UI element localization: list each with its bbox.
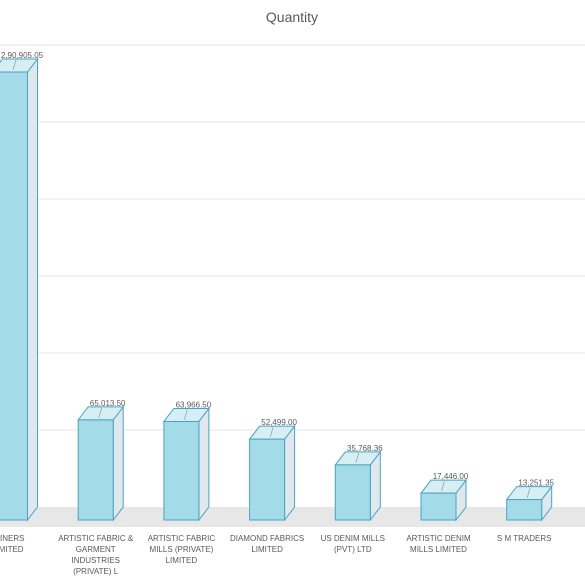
- value-label: 52,499.00: [261, 418, 297, 427]
- value-label: 17,446.00: [433, 472, 469, 481]
- label-leader: [184, 409, 188, 420]
- value-label: 35,768.36: [347, 444, 383, 453]
- label-leader: [441, 481, 445, 492]
- bar-side: [198, 407, 210, 522]
- bar-3d: [248, 424, 296, 522]
- x-tick-label-line: US DENIM MILLS: [321, 534, 385, 543]
- x-tick-label: ARTISTIC DENIM MILLS LIMITED: [406, 534, 471, 554]
- x-tick-label-line: ARTISTIC FABRIC: [148, 534, 216, 543]
- bar-3d: [0, 57, 39, 522]
- x-tick-label: ARTISTIC FABRIC & GARMENT INDUSTRIES (PRIVA…: [58, 534, 134, 576]
- x-tick-label-line: MILLS (PRIVATE): [150, 545, 214, 554]
- x-tick-label: DIAMOND FABRICS LIMITED: [230, 534, 304, 554]
- label-leader: [269, 427, 274, 438]
- label-leader: [526, 487, 531, 498]
- bar-3d: [419, 478, 468, 522]
- chart-title: Quantity: [266, 9, 318, 25]
- x-tick-label-line: LIMITED: [166, 556, 198, 565]
- bar: [163, 420, 200, 521]
- x-tick-label-line: DIAMOND FABRICS: [230, 534, 304, 543]
- x-tick-label-line: ARTISTIC FABRIC &: [58, 534, 134, 543]
- label-leader: [98, 407, 103, 418]
- bar: [77, 419, 114, 521]
- bar: [334, 464, 371, 521]
- bar: [506, 499, 543, 521]
- x-tick-label-line: INDUSTRIES: [71, 556, 119, 565]
- bar-side: [112, 405, 124, 522]
- x-tick-label: ARTISTIC FABRIC MILLS (PRIVATE) LIMITED: [148, 534, 216, 565]
- value-label: 2,90,905.05: [1, 51, 44, 60]
- bar-3d: [77, 405, 125, 522]
- x-tick-label-line: MILLS LIMITED: [410, 545, 467, 554]
- bar: [420, 492, 457, 521]
- label-leader: [12, 59, 17, 71]
- x-tick-label: LINERS IMITED: [0, 534, 24, 554]
- x-tick-label: US DENIM MILLS (PVT) LTD: [321, 534, 385, 554]
- bar-3d: [162, 407, 210, 522]
- x-tick-label-line: LINERS: [0, 534, 24, 543]
- value-label: 65,013.50: [90, 399, 126, 408]
- x-tick-label: S M TRADERS: [497, 534, 552, 543]
- x-tick-label-line: LIMITED: [251, 545, 283, 554]
- bar-side: [27, 57, 38, 522]
- value-label: 13,251.35: [518, 479, 554, 488]
- bar-3d: [505, 485, 553, 522]
- bar-side: [284, 424, 296, 522]
- x-tick-label-line: S M TRADERS: [497, 534, 552, 543]
- bar: [249, 438, 286, 521]
- label-leader: [355, 452, 360, 464]
- x-tick-label-line: ARTISTIC DENIM: [406, 534, 471, 543]
- bar: [0, 71, 28, 521]
- value-label: 63,966.50: [176, 400, 212, 409]
- x-tick-label-line: (PVT) LTD: [334, 545, 372, 554]
- x-tick-label-line: GARMENT: [76, 545, 116, 554]
- x-tick-label-line: IMITED: [0, 545, 24, 554]
- x-tick-label-line: (PRIVATE) L: [73, 567, 119, 576]
- bar-3d: [334, 450, 382, 522]
